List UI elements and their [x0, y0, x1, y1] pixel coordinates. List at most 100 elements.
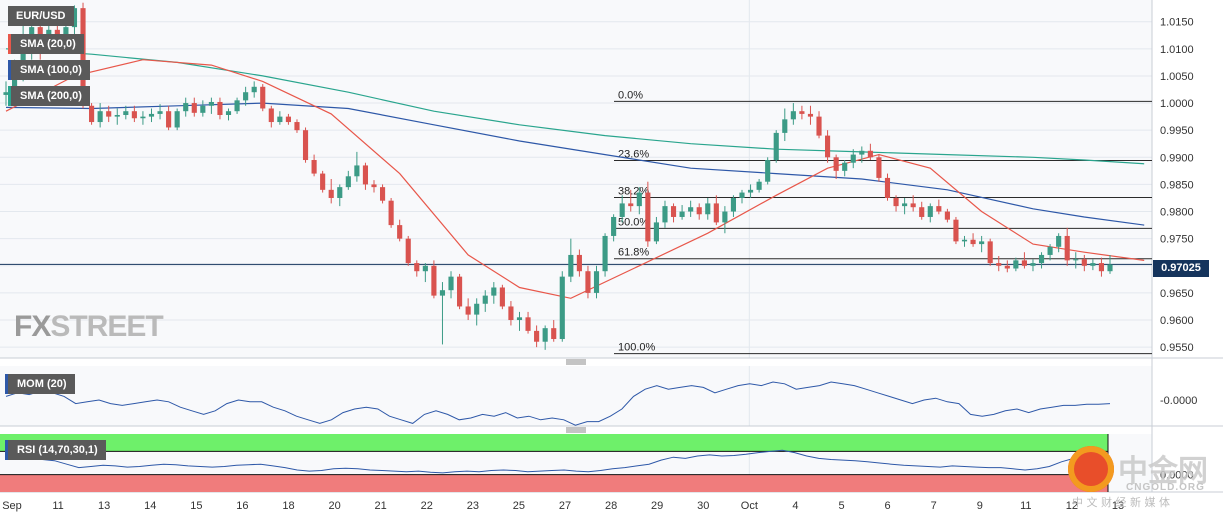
fib-level-label: 50.0% — [618, 216, 649, 228]
sma20-line — [5, 59, 1145, 299]
candle-body — [123, 111, 129, 115]
candle-body — [816, 116, 822, 136]
candle-body — [183, 103, 189, 112]
candle-body — [1090, 263, 1096, 266]
candle-body — [525, 317, 531, 331]
watermark-cn: 中金网 — [1118, 454, 1208, 489]
candle-body — [302, 130, 309, 161]
candle-body — [251, 86, 257, 93]
candle-body — [379, 187, 386, 201]
candle-body — [739, 192, 745, 198]
candle-body — [345, 176, 351, 188]
fib-level-label: 61.8% — [618, 247, 649, 259]
candle-body — [131, 111, 137, 119]
candle-body — [320, 173, 326, 190]
candle-body — [11, 70, 18, 93]
candle-body — [944, 211, 950, 220]
candle-body — [799, 111, 805, 114]
candle-body — [1098, 263, 1105, 272]
candle-body — [825, 135, 831, 158]
fib-level-label: 0.0% — [618, 89, 643, 101]
candle-body — [3, 92, 9, 95]
rsi-oversold-zone — [0, 474, 1108, 492]
x-tick-label: 30 — [697, 500, 709, 512]
price-tick-label: 1.0050 — [1160, 71, 1194, 83]
legend-sma20[interactable]: SMA (20,0) — [8, 34, 84, 54]
price-tick-label: 0.9550 — [1160, 342, 1194, 354]
x-tick-label: Oct — [741, 500, 758, 512]
candle-body — [688, 207, 694, 212]
x-tick-label: 16 — [236, 500, 248, 512]
candle-body — [311, 160, 317, 174]
candle-body — [859, 150, 865, 155]
candle-body — [106, 111, 112, 117]
x-tick-label: 18 — [282, 500, 294, 512]
candle-body — [294, 122, 300, 131]
candle-body — [867, 150, 873, 158]
candle-body — [448, 276, 454, 291]
x-tick-label: 22 — [421, 500, 433, 512]
candle-body — [790, 111, 796, 120]
candle-body — [961, 239, 968, 242]
candle-body — [996, 263, 1002, 266]
candle-body — [71, 8, 78, 28]
x-tick-label: Sep — [2, 500, 22, 512]
x-tick-label: 20 — [328, 500, 340, 512]
candle-body — [876, 157, 882, 178]
candle-body — [713, 203, 719, 223]
candle-body — [722, 211, 728, 223]
x-tick-label: 7 — [931, 500, 937, 512]
candle-body — [662, 206, 668, 223]
candle-body — [148, 113, 155, 117]
candle-body — [465, 306, 471, 315]
fib-level-label: 100.0% — [618, 342, 656, 354]
candle-body — [850, 154, 856, 163]
candle-body — [919, 207, 925, 217]
legend-sma200[interactable]: SMA (200,0) — [8, 86, 90, 106]
candle-body — [277, 116, 283, 123]
candle-body — [516, 317, 523, 321]
candle-body — [893, 197, 899, 207]
fib-level-label: 38.2% — [618, 185, 649, 197]
candle-body — [157, 111, 163, 114]
candle-body — [474, 303, 480, 315]
candle-body — [653, 222, 659, 242]
candle-body — [534, 330, 540, 342]
main-panel-bg — [0, 0, 1152, 358]
legend-symbol[interactable]: EUR/USD — [8, 6, 74, 26]
x-tick-label: 13 — [1112, 500, 1124, 512]
candle-body — [328, 189, 334, 198]
candle-body — [568, 254, 574, 277]
x-tick-label: 11 — [52, 500, 63, 512]
legend-sma100[interactable]: SMA (100,0) — [8, 60, 90, 80]
x-tick-label: 9 — [977, 500, 983, 512]
x-tick-label: 4 — [792, 500, 798, 512]
candle-body — [97, 111, 103, 123]
candle-body — [1064, 235, 1070, 261]
x-tick-label: 12 — [1066, 500, 1078, 512]
legend-rsi[interactable]: RSI (14,70,30,1) — [5, 440, 106, 460]
logo-fx: FX — [14, 310, 51, 343]
candle-body — [619, 203, 625, 217]
candle-body — [397, 225, 403, 239]
candle-body — [362, 165, 369, 185]
candle-body — [551, 328, 557, 340]
price-tick-label: 0.9650 — [1160, 288, 1194, 300]
candle-body — [1073, 259, 1079, 261]
candle-body — [542, 328, 548, 342]
x-tick-label: 23 — [467, 500, 479, 512]
candle-body — [593, 271, 600, 293]
candle-body — [602, 235, 608, 272]
candle-body — [260, 86, 266, 109]
candle-body — [457, 276, 463, 307]
candle-body — [1047, 246, 1053, 255]
candle-body — [576, 254, 582, 272]
candle-body — [491, 287, 497, 296]
legend-mom[interactable]: MOM (20) — [5, 374, 75, 394]
candle-body — [696, 207, 702, 215]
candle-body — [1107, 264, 1113, 272]
candle-body — [747, 189, 754, 193]
candle-body — [225, 111, 232, 115]
candle-body — [140, 116, 146, 119]
